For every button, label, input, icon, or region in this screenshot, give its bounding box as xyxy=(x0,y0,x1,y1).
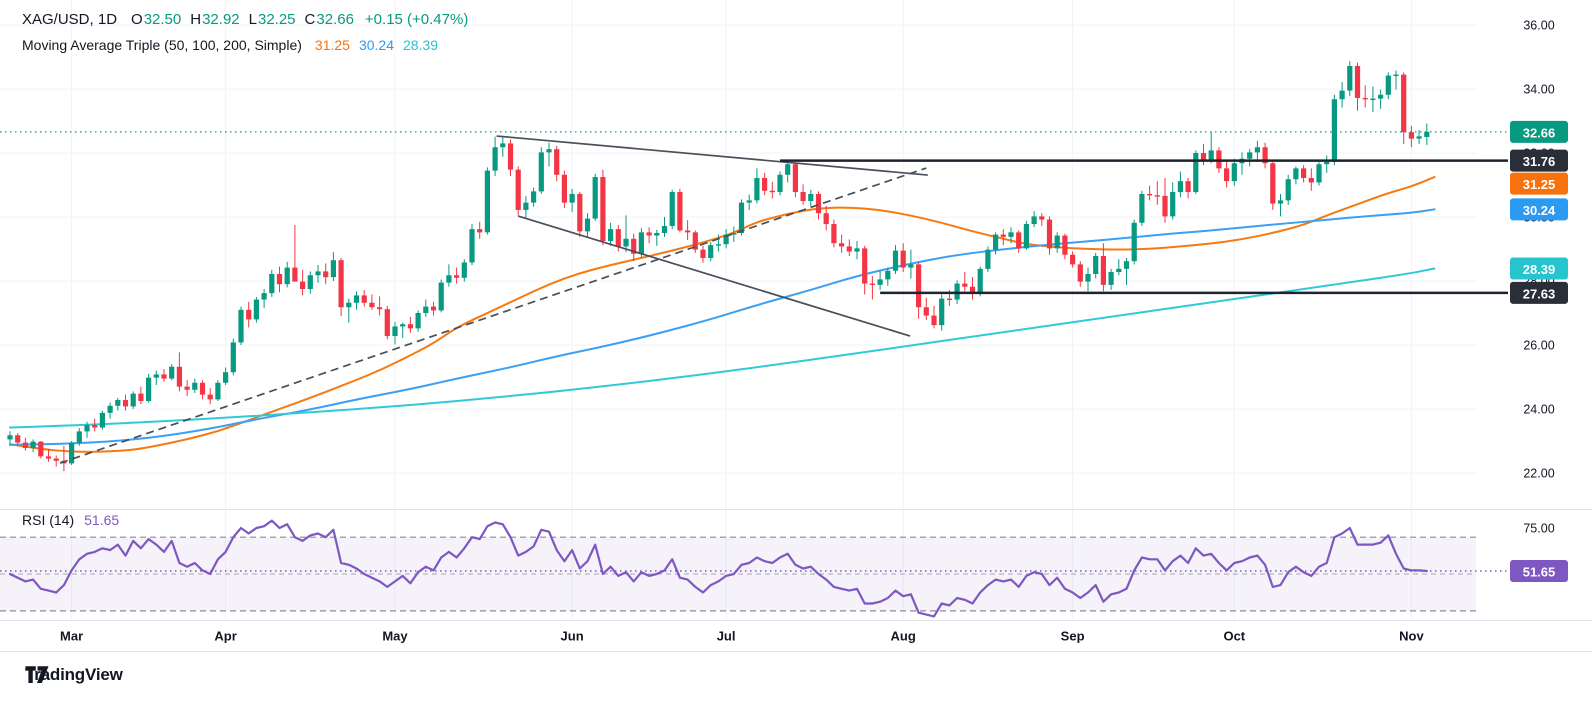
price-badge-label: 30.24 xyxy=(1523,203,1556,218)
ma200-value: 28.39 xyxy=(403,37,439,53)
high-readout: H 32.92 xyxy=(190,11,240,28)
tradingview-logo-icon[interactable] xyxy=(25,665,49,686)
close-readout: C 32.66 xyxy=(304,11,354,28)
rsi-legend: RSI (14) 51.65 xyxy=(22,512,119,528)
price-badge-label: 32.66 xyxy=(1523,125,1556,140)
wedge-trendline-1[interactable] xyxy=(496,135,928,176)
price-badge-label: 31.76 xyxy=(1523,154,1556,169)
month-label-may: May xyxy=(382,629,408,644)
month-label-sep: Sep xyxy=(1061,629,1085,644)
symbol-legend-row: XAG/USD, 1D O 32.50 H 32.92 L 32.25 C 32.66 … xyxy=(22,11,468,37)
price-axis-label: 34.00 xyxy=(1523,83,1554,97)
ma50-value: 31.25 xyxy=(314,37,350,53)
indicator-legend-row: Moving Average Triple (50, 100, 200, Sim… xyxy=(22,37,468,63)
month-label-jun: Jun xyxy=(561,629,584,644)
legend: XAG/USD, 1D O 32.50 H 32.92 L 32.25 C 32.66 … xyxy=(22,11,468,63)
candlestick-series[interactable] xyxy=(7,61,1430,472)
symbol-title[interactable]: XAG/USD, 1D xyxy=(22,11,118,28)
month-label-aug: Aug xyxy=(891,629,916,644)
month-label-nov: Nov xyxy=(1399,629,1424,644)
price-badge-31.76 xyxy=(1510,149,1568,172)
price-axis-label: 22.00 xyxy=(1523,467,1554,481)
wedge-trendline-2[interactable] xyxy=(517,215,911,337)
rsi-value: 51.65 xyxy=(84,512,120,528)
sma-50-line[interactable] xyxy=(9,176,1436,453)
price-axis-label: 36.00 xyxy=(1523,19,1554,33)
change-readout: +0.15 (+0.47%) xyxy=(364,11,469,28)
price-badge-27.63 xyxy=(1510,281,1568,304)
price-axis-label: 24.00 xyxy=(1523,403,1554,417)
price-badge-label: 27.63 xyxy=(1523,286,1556,301)
price-axis-badges: 32.66 31.76 31.25 30.24 28.39 27.63 51.65 xyxy=(1510,120,1568,583)
sma-100-line[interactable] xyxy=(9,208,1436,446)
low-readout: L 32.25 xyxy=(248,11,296,28)
price-badge-31.25 xyxy=(1510,172,1568,195)
rsi-badge-label: 51.65 xyxy=(1523,565,1556,580)
price-badge-28.39 xyxy=(1510,257,1568,280)
rsi-title[interactable]: RSI (14) xyxy=(22,512,75,528)
price-axis-label: 26.00 xyxy=(1523,339,1554,353)
open-readout: O 32.50 xyxy=(131,11,182,28)
sma-200-line[interactable] xyxy=(9,267,1436,429)
pane-separators xyxy=(0,509,1592,652)
indicator-title[interactable]: Moving Average Triple (50, 100, 200, Sim… xyxy=(22,37,302,53)
price-badge-label: 31.25 xyxy=(1523,177,1556,192)
rsi-badge xyxy=(1510,560,1568,583)
price-badge-32.66 xyxy=(1510,120,1568,143)
time-axis[interactable]: Mar Apr May Jun Jul Aug Sep Oct Nov xyxy=(60,629,1424,644)
month-label-apr: Apr xyxy=(214,629,236,644)
brand-name[interactable]: TradingView xyxy=(25,665,123,684)
month-label-jul: Jul xyxy=(717,629,736,644)
rsi-axis-label: 75.00 xyxy=(1523,522,1554,536)
footer: TradingView xyxy=(25,665,123,685)
month-label-oct: Oct xyxy=(1223,629,1245,644)
gridlines xyxy=(0,0,1476,620)
ascending-dashed-trendline[interactable] xyxy=(59,167,927,464)
ma100-value: 30.24 xyxy=(358,37,394,53)
rsi-band xyxy=(0,536,1476,612)
trendline-drawings[interactable] xyxy=(59,135,1508,464)
month-label-mar: Mar xyxy=(60,629,83,644)
rsi-line[interactable] xyxy=(8,519,1428,618)
price-badge-label: 28.39 xyxy=(1523,262,1556,277)
price-badge-30.24 xyxy=(1510,198,1568,221)
